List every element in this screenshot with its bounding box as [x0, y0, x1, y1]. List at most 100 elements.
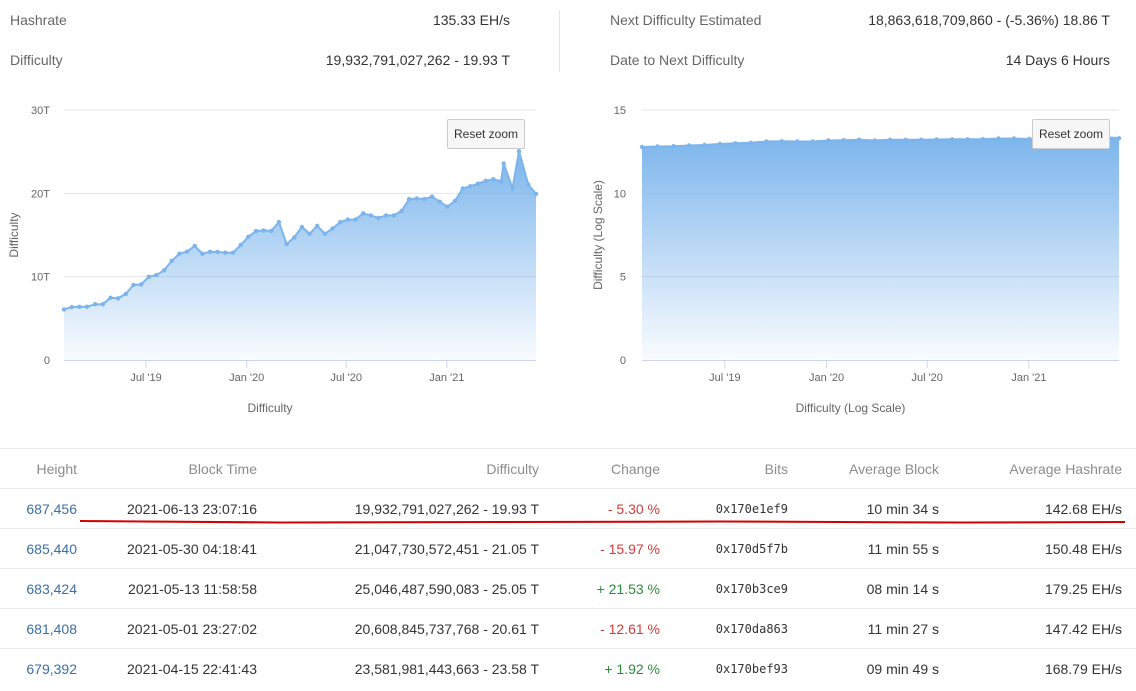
data-point[interactable] [184, 249, 190, 254]
reset-zoom-button-log[interactable]: Reset zoom [1032, 119, 1110, 149]
data-point[interactable] [422, 196, 427, 202]
data-point[interactable] [161, 268, 167, 273]
data-point[interactable] [322, 231, 328, 236]
data-point[interactable] [100, 302, 106, 307]
difficulty-log-chart[interactable]: 0 5 10 15 Jul '19 Jan '20 Jul '20 Jan '21 Diffic… [580, 96, 1136, 426]
data-point[interactable] [795, 139, 800, 144]
data-point[interactable] [177, 251, 182, 256]
data-point[interactable] [826, 138, 831, 143]
data-point[interactable] [200, 251, 205, 256]
data-point[interactable] [934, 137, 939, 142]
data-point[interactable] [965, 137, 970, 142]
reset-zoom-button[interactable]: Reset zoom [447, 119, 525, 149]
data-point[interactable] [918, 137, 924, 142]
data-point[interactable] [93, 302, 98, 307]
data-point[interactable] [399, 208, 404, 214]
data-point[interactable] [671, 144, 676, 149]
data-point[interactable] [980, 137, 986, 142]
data-point[interactable] [276, 219, 282, 225]
data-point[interactable] [406, 197, 412, 202]
data-point[interactable] [475, 181, 481, 186]
data-point[interactable] [61, 307, 67, 312]
data-point[interactable] [655, 144, 660, 149]
data-point[interactable] [639, 144, 645, 150]
data-point[interactable] [353, 217, 358, 222]
data-point[interactable] [345, 217, 351, 222]
data-point[interactable] [261, 228, 266, 233]
data-point[interactable] [483, 178, 488, 183]
data-point[interactable] [1116, 136, 1122, 141]
data-point[interactable] [445, 204, 450, 209]
data-point[interactable] [702, 142, 707, 148]
data-point[interactable] [452, 198, 458, 203]
data-point[interactable] [69, 304, 74, 310]
data-point[interactable] [84, 304, 90, 309]
data-point[interactable] [330, 226, 335, 231]
data-point[interactable] [903, 137, 908, 142]
cell-height[interactable]: 687,456 [26, 501, 77, 517]
data-point[interactable] [949, 137, 955, 142]
data-point[interactable] [338, 219, 343, 225]
data-point[interactable] [77, 304, 82, 309]
data-point[interactable] [468, 184, 473, 189]
data-point[interactable] [391, 213, 396, 218]
data-point[interactable] [779, 139, 784, 144]
data-point[interactable] [460, 186, 465, 191]
data-point[interactable] [230, 250, 236, 255]
data-point[interactable] [123, 291, 128, 297]
difficulty-chart[interactable]: 0 10T 20T 30T Jul '19 Jan '20 Jul '20 Jan '21 Di… [0, 96, 560, 426]
data-point[interactable] [429, 194, 435, 199]
cell-height[interactable]: 685,440 [26, 541, 77, 557]
data-point[interactable] [246, 234, 251, 239]
data-point[interactable] [299, 224, 305, 230]
data-point[interactable] [516, 149, 522, 154]
data-point[interactable] [238, 242, 243, 248]
data-point[interactable] [996, 136, 1001, 141]
data-point[interactable] [1027, 136, 1032, 142]
data-point[interactable] [491, 177, 496, 182]
data-point[interactable] [383, 213, 389, 218]
data-point[interactable] [154, 272, 159, 278]
data-point[interactable] [138, 282, 144, 287]
data-point[interactable] [872, 138, 877, 143]
data-point[interactable] [361, 211, 366, 216]
data-point[interactable] [857, 137, 862, 142]
data-point[interactable] [841, 138, 846, 143]
data-point[interactable] [764, 139, 769, 144]
data-point[interactable] [748, 140, 754, 145]
cell-bits: 0x170da863 [715, 622, 788, 636]
data-point[interactable] [733, 141, 738, 146]
data-point[interactable] [414, 196, 419, 201]
data-point[interactable] [292, 235, 297, 240]
data-point[interactable] [1011, 136, 1017, 141]
cell-height[interactable]: 681,408 [26, 621, 77, 637]
data-point[interactable] [169, 258, 174, 264]
data-point[interactable] [269, 228, 274, 234]
data-point[interactable] [888, 137, 893, 142]
data-point[interactable] [437, 199, 442, 204]
data-point[interactable] [223, 250, 228, 255]
data-point[interactable] [215, 249, 220, 255]
data-point[interactable] [253, 228, 259, 234]
data-point[interactable] [115, 296, 121, 301]
data-point[interactable] [526, 182, 531, 187]
data-point[interactable] [307, 231, 312, 236]
data-point[interactable] [131, 282, 136, 288]
data-point[interactable] [207, 249, 213, 254]
data-point[interactable] [192, 243, 197, 249]
data-point[interactable] [510, 186, 515, 191]
data-point[interactable] [315, 223, 320, 228]
data-point[interactable] [686, 143, 692, 148]
data-point[interactable] [501, 161, 506, 166]
data-point[interactable] [533, 191, 539, 197]
data-point[interactable] [368, 213, 373, 218]
data-point[interactable] [376, 215, 381, 221]
data-point[interactable] [146, 274, 151, 279]
data-point[interactable] [717, 141, 723, 147]
cell-height[interactable]: 683,424 [26, 581, 77, 597]
data-point[interactable] [284, 241, 289, 247]
cell-height[interactable]: 679,392 [26, 661, 77, 677]
data-point[interactable] [498, 179, 504, 184]
data-point[interactable] [810, 139, 815, 144]
data-point[interactable] [108, 295, 113, 300]
